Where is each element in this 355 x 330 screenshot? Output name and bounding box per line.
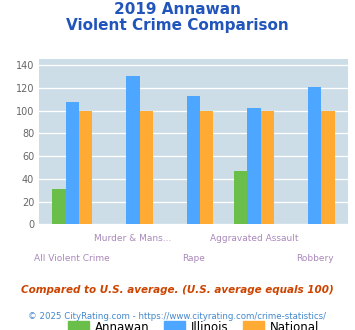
- Text: All Violent Crime: All Violent Crime: [34, 254, 110, 263]
- Text: Rape: Rape: [182, 254, 205, 263]
- Text: © 2025 CityRating.com - https://www.cityrating.com/crime-statistics/: © 2025 CityRating.com - https://www.city…: [28, 312, 327, 321]
- Bar: [66, 102, 79, 224]
- Bar: [140, 111, 153, 224]
- Bar: [53, 189, 66, 224]
- Text: Robbery: Robbery: [296, 254, 333, 263]
- Bar: [261, 111, 274, 224]
- Bar: [247, 108, 261, 224]
- Bar: [200, 111, 213, 224]
- Text: Violent Crime Comparison: Violent Crime Comparison: [66, 18, 289, 33]
- Bar: [79, 111, 92, 224]
- Bar: [126, 77, 140, 224]
- Legend: Annawan, Illinois, National: Annawan, Illinois, National: [63, 316, 324, 330]
- Bar: [234, 171, 247, 224]
- Text: 2019 Annawan: 2019 Annawan: [114, 2, 241, 16]
- Bar: [308, 87, 321, 224]
- Bar: [321, 111, 334, 224]
- Text: Aggravated Assault: Aggravated Assault: [210, 234, 298, 243]
- Text: Compared to U.S. average. (U.S. average equals 100): Compared to U.S. average. (U.S. average …: [21, 285, 334, 295]
- Bar: [187, 96, 200, 224]
- Text: Murder & Mans...: Murder & Mans...: [94, 234, 171, 243]
